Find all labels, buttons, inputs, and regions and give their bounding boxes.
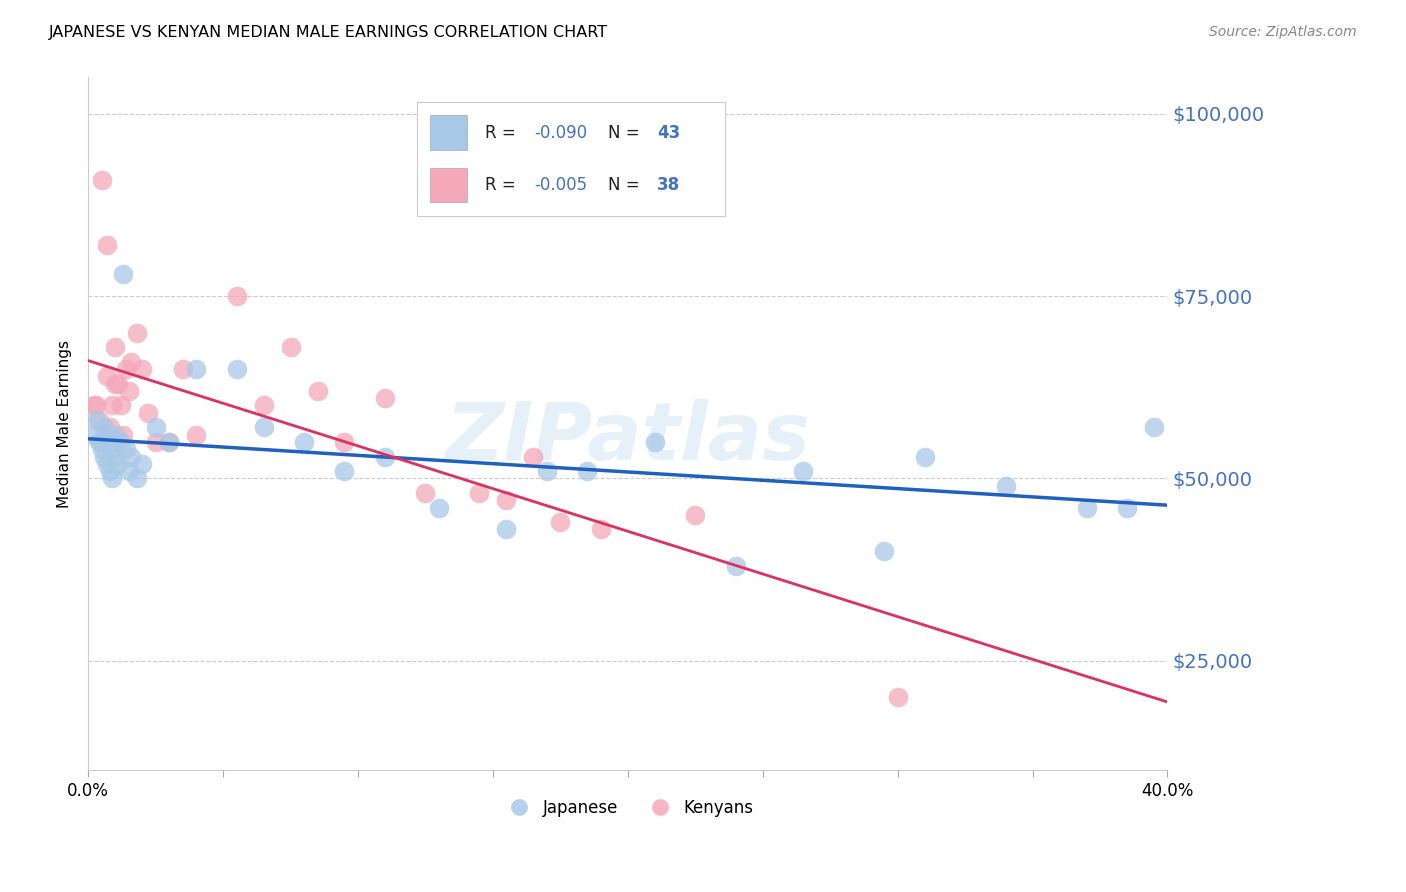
Point <box>225 362 247 376</box>
Point <box>468 486 491 500</box>
Point <box>550 515 572 529</box>
Point <box>873 544 896 558</box>
Point <box>136 406 159 420</box>
Point <box>87 434 110 449</box>
Point <box>172 362 194 376</box>
Point <box>914 450 936 464</box>
Point <box>184 362 207 376</box>
Point <box>522 450 544 464</box>
Point <box>125 326 148 340</box>
Point <box>110 434 132 449</box>
Point <box>333 464 356 478</box>
Point <box>115 362 138 376</box>
Point <box>90 172 112 186</box>
Point <box>93 434 115 449</box>
Point <box>252 420 274 434</box>
Point <box>101 471 124 485</box>
Point <box>93 450 115 464</box>
Point <box>1143 420 1166 434</box>
Y-axis label: Median Male Earnings: Median Male Earnings <box>58 340 72 508</box>
Point <box>96 427 118 442</box>
Point <box>724 558 747 573</box>
Point <box>120 450 142 464</box>
Point <box>101 399 124 413</box>
Point <box>427 500 450 515</box>
Legend: Japanese, Kenyans: Japanese, Kenyans <box>496 793 759 824</box>
Point <box>98 464 121 478</box>
Point <box>93 420 115 434</box>
Point <box>1116 500 1139 515</box>
Point <box>131 362 153 376</box>
Point <box>495 493 517 508</box>
Text: ZIPatlas: ZIPatlas <box>446 399 810 476</box>
Point <box>90 442 112 457</box>
Point <box>104 340 127 354</box>
Point <box>107 457 129 471</box>
Point <box>307 384 329 398</box>
Point <box>157 434 180 449</box>
Point <box>886 690 908 704</box>
Point <box>87 413 110 427</box>
Point <box>107 376 129 391</box>
Point <box>792 464 814 478</box>
Point <box>117 464 139 478</box>
Point <box>84 413 107 427</box>
Point <box>98 420 121 434</box>
Point <box>252 399 274 413</box>
Point <box>101 442 124 457</box>
Point <box>96 457 118 471</box>
Point <box>112 267 135 281</box>
Point <box>83 399 105 413</box>
Point <box>374 391 396 405</box>
Point <box>145 420 167 434</box>
Point <box>415 486 437 500</box>
Point <box>145 434 167 449</box>
Point <box>96 369 118 384</box>
Point <box>576 464 599 478</box>
Point <box>536 464 558 478</box>
Point <box>98 434 121 449</box>
Point <box>125 471 148 485</box>
Text: Source: ZipAtlas.com: Source: ZipAtlas.com <box>1209 25 1357 39</box>
Point <box>104 427 127 442</box>
Point <box>104 376 127 391</box>
Point <box>157 434 180 449</box>
Point <box>374 450 396 464</box>
Point <box>110 399 132 413</box>
Point <box>117 384 139 398</box>
Point <box>292 434 315 449</box>
Point <box>112 427 135 442</box>
Text: JAPANESE VS KENYAN MEDIAN MALE EARNINGS CORRELATION CHART: JAPANESE VS KENYAN MEDIAN MALE EARNINGS … <box>49 25 609 40</box>
Point <box>96 238 118 252</box>
Point <box>495 523 517 537</box>
Point <box>184 427 207 442</box>
Point <box>225 289 247 303</box>
Point <box>685 508 707 522</box>
Point <box>104 450 127 464</box>
Point <box>120 355 142 369</box>
Point <box>280 340 302 354</box>
Point <box>994 478 1017 492</box>
Point <box>644 434 666 449</box>
Point <box>333 434 356 449</box>
Point <box>1076 500 1098 515</box>
Point <box>131 457 153 471</box>
Point <box>589 523 612 537</box>
Point <box>84 399 107 413</box>
Point <box>115 442 138 457</box>
Point <box>83 427 105 442</box>
